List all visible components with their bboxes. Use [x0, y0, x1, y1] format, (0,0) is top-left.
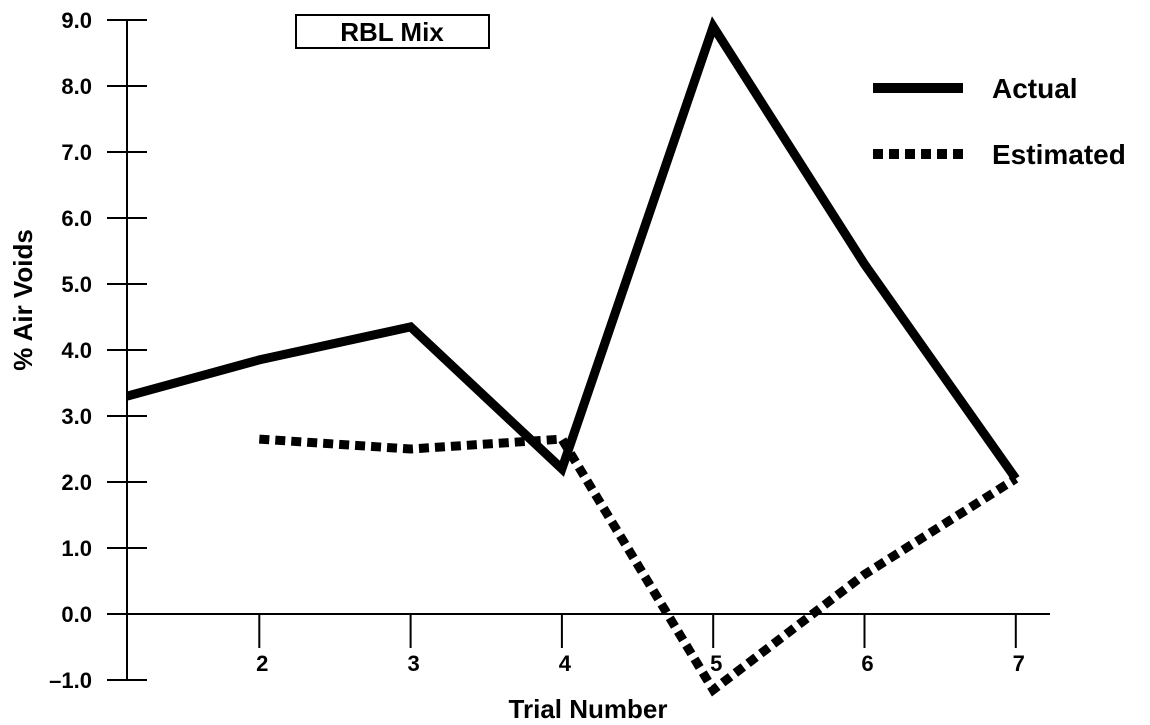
series-layer — [125, 16, 1020, 697]
chart-title-box: RBL Mix — [295, 14, 490, 49]
y-tick-label: 3.0 — [61, 404, 92, 429]
x-tick-label: 6 — [861, 651, 873, 676]
x-tick-label: 2 — [256, 651, 268, 676]
legend: Actual Estimated — [873, 73, 1126, 170]
x-axis-ticks: 2 3 4 5 6 7 — [256, 614, 1025, 676]
y-axis-ticks: –1.0 0.0 1.0 2.0 3.0 4.0 5.0 6.0 7.0 8.0 9.0 — [49, 8, 147, 693]
y-tick-label: 7.0 — [61, 140, 92, 165]
y-tick-label: 9.0 — [61, 8, 92, 33]
y-tick-label: 1.0 — [61, 536, 92, 561]
x-tick-label: 4 — [559, 651, 572, 676]
series-line-estimated — [259, 434, 1019, 697]
y-tick-label: 4.0 — [61, 338, 92, 363]
y-tick-label: 8.0 — [61, 74, 92, 99]
axes — [126, 20, 1050, 680]
y-tick-label: 0.0 — [61, 602, 92, 627]
x-tick-label: 3 — [407, 651, 419, 676]
y-tick-label: –1.0 — [49, 668, 92, 693]
x-tick-label: 7 — [1013, 651, 1025, 676]
y-tick-label: 6.0 — [61, 206, 92, 231]
chart-title: RBL Mix — [340, 17, 444, 47]
series-line-actual — [125, 16, 1020, 482]
legend-label-estimated: Estimated — [992, 139, 1126, 170]
y-axis-title: % Air Voids — [8, 229, 38, 371]
x-axis-title: Trial Number — [509, 694, 668, 724]
y-tick-label: 2.0 — [61, 470, 92, 495]
y-tick-label: 5.0 — [61, 272, 92, 297]
x-tick-label: 5 — [710, 651, 722, 676]
legend-label-actual: Actual — [992, 73, 1078, 104]
